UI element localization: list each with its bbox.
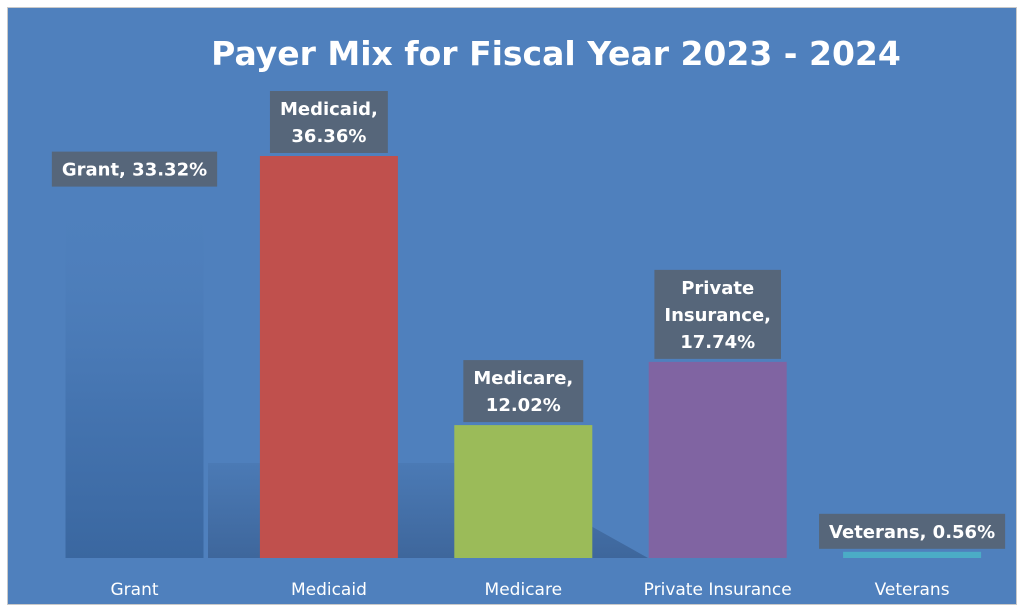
data-label-box	[463, 360, 584, 423]
bar-medicare	[454, 425, 593, 558]
data-label-text: Grant, 33.32%	[62, 160, 207, 181]
data-labels-group: Grant, 33.32% Medicaid, 36.36% Medicare, 12.…	[51, 91, 1006, 549]
data-label-veterans: Veterans, 0.56%	[819, 513, 1006, 549]
data-label-text: Medicaid,	[280, 99, 378, 120]
category-label-grant: Grant	[110, 580, 158, 600]
data-label-text: 36.36%	[291, 126, 366, 147]
data-label-medicaid: Medicaid, 36.36%	[269, 91, 388, 153]
data-label-text: Veterans, 0.56%	[829, 522, 995, 543]
data-label-box	[654, 269, 781, 359]
category-label-private-insurance: Private Insurance	[644, 580, 792, 600]
data-label-text: Insurance,	[664, 305, 771, 326]
category-label-veterans: Veterans	[875, 580, 950, 600]
bar-medicaid	[259, 156, 398, 558]
chart-area: Payer Mix for Fiscal Year 2023 - 2024 Gr…	[7, 7, 1017, 605]
bar-private-insurance	[648, 361, 787, 558]
category-label-medicare: Medicare	[485, 580, 562, 600]
category-axis-labels: Grant Medicaid Medicare Private Insurance Ve…	[110, 580, 949, 600]
data-label-box	[51, 151, 218, 187]
data-label-text: Private	[681, 278, 754, 299]
data-label-text: Medicare,	[473, 368, 573, 389]
bar-chart: Payer Mix for Fiscal Year 2023 - 2024 Gr…	[51, 34, 1006, 600]
data-label-private-insurance: Private Insurance, 17.74%	[654, 269, 781, 359]
bar-veterans	[843, 551, 982, 558]
data-label-box	[819, 513, 1006, 549]
data-label-medicare: Medicare, 12.02%	[463, 360, 584, 423]
category-label-medicaid: Medicaid	[291, 580, 367, 600]
chart-title: Payer Mix for Fiscal Year 2023 - 2024	[211, 34, 901, 73]
data-label-grant: Grant, 33.32%	[51, 151, 218, 187]
data-label-text: 12.02%	[486, 395, 561, 416]
bar-grant	[65, 189, 204, 558]
bars-group	[65, 156, 982, 558]
data-label-text: 17.74%	[680, 332, 755, 353]
data-label-box	[269, 91, 388, 153]
